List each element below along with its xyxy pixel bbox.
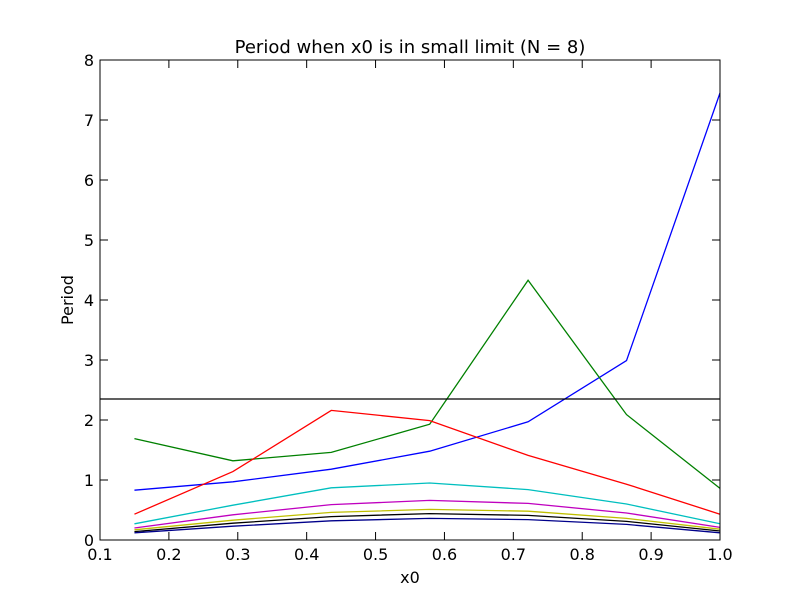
y-tick-label: 6 bbox=[84, 171, 94, 190]
y-tick-label: 2 bbox=[84, 411, 94, 430]
series-line-5 bbox=[134, 499, 721, 529]
series-layer bbox=[134, 92, 721, 534]
y-tick-label: 1 bbox=[84, 471, 94, 490]
x-tick-label: 0.6 bbox=[432, 545, 457, 564]
y-axis-label: Period bbox=[58, 275, 77, 325]
x-tick-label: 0.7 bbox=[501, 545, 526, 564]
x-tick-label: 0.3 bbox=[225, 545, 250, 564]
x-tick-label: 0.1 bbox=[87, 545, 112, 564]
y-tick-label: 4 bbox=[84, 291, 94, 310]
y-tick-label: 3 bbox=[84, 351, 94, 370]
series-line-4 bbox=[134, 482, 721, 525]
x-tick-label: 1.0 bbox=[707, 545, 732, 564]
plot-area bbox=[99, 59, 721, 541]
chart-title: Period when x0 is in small limit (N = 8) bbox=[235, 37, 586, 58]
x-tick-labels: 0.1 0.2 0.3 0.4 0.5 0.6 0.7 0.8 0.9 1.0 bbox=[87, 545, 732, 564]
series-line-7 bbox=[134, 512, 721, 533]
y-tick-label: 5 bbox=[84, 231, 94, 250]
series-line-8 bbox=[134, 517, 721, 534]
y-tick-label: 7 bbox=[84, 111, 94, 130]
x-tick-label: 0.9 bbox=[638, 545, 663, 564]
series-line-1 bbox=[134, 92, 721, 491]
series-line-6 bbox=[134, 508, 721, 531]
y-tick-label: 0 bbox=[84, 531, 94, 550]
plot-frame bbox=[99, 59, 721, 541]
y-tick-label: 8 bbox=[84, 51, 94, 70]
x-tick-label: 0.5 bbox=[363, 545, 388, 564]
series-line-2 bbox=[134, 279, 721, 489]
y-tick-labels: 0 1 2 3 4 5 6 7 8 bbox=[84, 51, 94, 550]
x-tick-label: 0.2 bbox=[156, 545, 181, 564]
series-line-3 bbox=[134, 409, 721, 515]
x-tick-label: 0.4 bbox=[294, 545, 319, 564]
x-tick-label: 0.8 bbox=[569, 545, 594, 564]
x-axis-label: x0 bbox=[400, 568, 420, 587]
